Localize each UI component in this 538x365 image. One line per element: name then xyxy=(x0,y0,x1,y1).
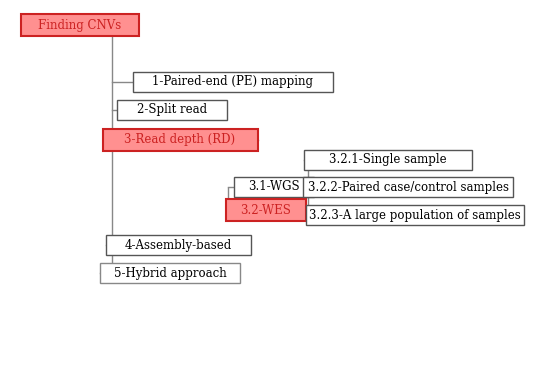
Text: 3.2.3-A large population of samples: 3.2.3-A large population of samples xyxy=(309,208,521,222)
FancyBboxPatch shape xyxy=(234,177,314,197)
Text: 3-Read depth (RD): 3-Read depth (RD) xyxy=(124,134,236,146)
Text: 4-Assembly-based: 4-Assembly-based xyxy=(124,238,232,251)
Text: 2-Split read: 2-Split read xyxy=(137,104,207,116)
Text: Finding CNVs: Finding CNVs xyxy=(38,19,122,31)
FancyBboxPatch shape xyxy=(306,205,524,225)
Text: 3.2-WES: 3.2-WES xyxy=(240,204,292,216)
Text: 3.1-WGS: 3.1-WGS xyxy=(248,181,300,193)
Text: 3.2.1-Single sample: 3.2.1-Single sample xyxy=(329,154,447,166)
FancyBboxPatch shape xyxy=(21,14,139,36)
Text: 1-Paired-end (PE) mapping: 1-Paired-end (PE) mapping xyxy=(152,76,314,88)
FancyBboxPatch shape xyxy=(100,263,240,283)
FancyBboxPatch shape xyxy=(304,150,472,170)
FancyBboxPatch shape xyxy=(303,177,513,197)
FancyBboxPatch shape xyxy=(133,72,333,92)
FancyBboxPatch shape xyxy=(117,100,227,120)
FancyBboxPatch shape xyxy=(103,129,258,151)
FancyBboxPatch shape xyxy=(226,199,306,221)
Text: 5-Hybrid approach: 5-Hybrid approach xyxy=(114,266,226,280)
Text: 3.2.2-Paired case/control samples: 3.2.2-Paired case/control samples xyxy=(308,181,508,193)
FancyBboxPatch shape xyxy=(105,235,251,255)
